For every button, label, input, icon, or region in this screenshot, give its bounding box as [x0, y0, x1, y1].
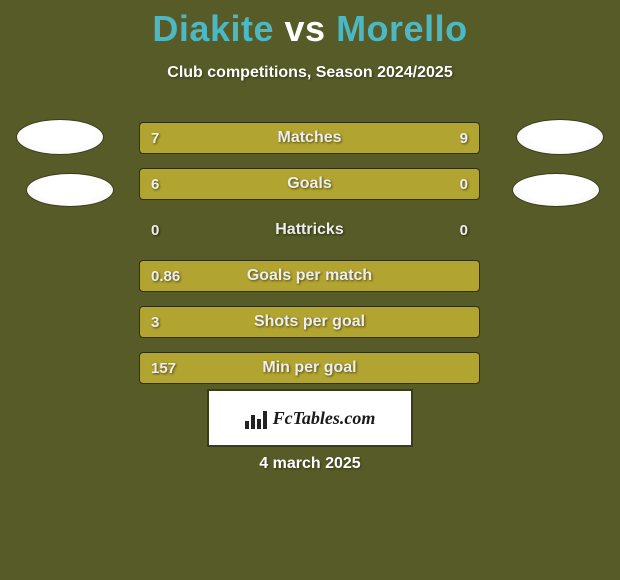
- date-text: 4 march 2025: [0, 455, 620, 473]
- stat-row-hattricks: 0 0 Hattricks: [139, 214, 480, 246]
- bar-left: [139, 214, 310, 246]
- bar-full: [139, 352, 480, 384]
- right-value: 0: [460, 214, 468, 246]
- bar-right: [402, 168, 480, 200]
- right-value: 0: [460, 168, 468, 200]
- player2-club-avatar: [512, 173, 600, 207]
- stat-row-gpm: 0.86 Goals per match: [139, 260, 480, 292]
- bar-right: [310, 214, 481, 246]
- stat-row-spg: 3 Shots per goal: [139, 306, 480, 338]
- stats-bars: 7 9 Matches 6 0 Goals 0 0 Hattricks 0.86…: [139, 122, 480, 398]
- bar-right: [288, 122, 480, 154]
- stat-row-mpg: 157 Min per goal: [139, 352, 480, 384]
- player2-avatar: [516, 119, 604, 155]
- vs-text: vs: [285, 8, 326, 49]
- bar-full: [139, 260, 480, 292]
- right-value: 9: [460, 122, 468, 154]
- left-value: 6: [151, 168, 159, 200]
- left-value: 3: [151, 306, 159, 338]
- bar-full: [139, 306, 480, 338]
- player1-avatar: [16, 119, 104, 155]
- left-value: 0.86: [151, 260, 180, 292]
- left-value: 0: [151, 214, 159, 246]
- left-value: 7: [151, 122, 159, 154]
- subtitle: Club competitions, Season 2024/2025: [0, 64, 620, 82]
- player1-name: Diakite: [152, 8, 274, 49]
- bar-left: [139, 168, 402, 200]
- bar-left: [139, 122, 288, 154]
- left-value: 157: [151, 352, 176, 384]
- logo-text: FcTables.com: [273, 408, 376, 429]
- comparison-title: Diakite vs Morello: [0, 0, 620, 50]
- fctables-logo: FcTables.com: [207, 389, 413, 447]
- stat-row-goals: 6 0 Goals: [139, 168, 480, 200]
- player1-club-avatar: [26, 173, 114, 207]
- stat-row-matches: 7 9 Matches: [139, 122, 480, 154]
- chart-icon: [245, 407, 267, 429]
- player2-name: Morello: [336, 8, 468, 49]
